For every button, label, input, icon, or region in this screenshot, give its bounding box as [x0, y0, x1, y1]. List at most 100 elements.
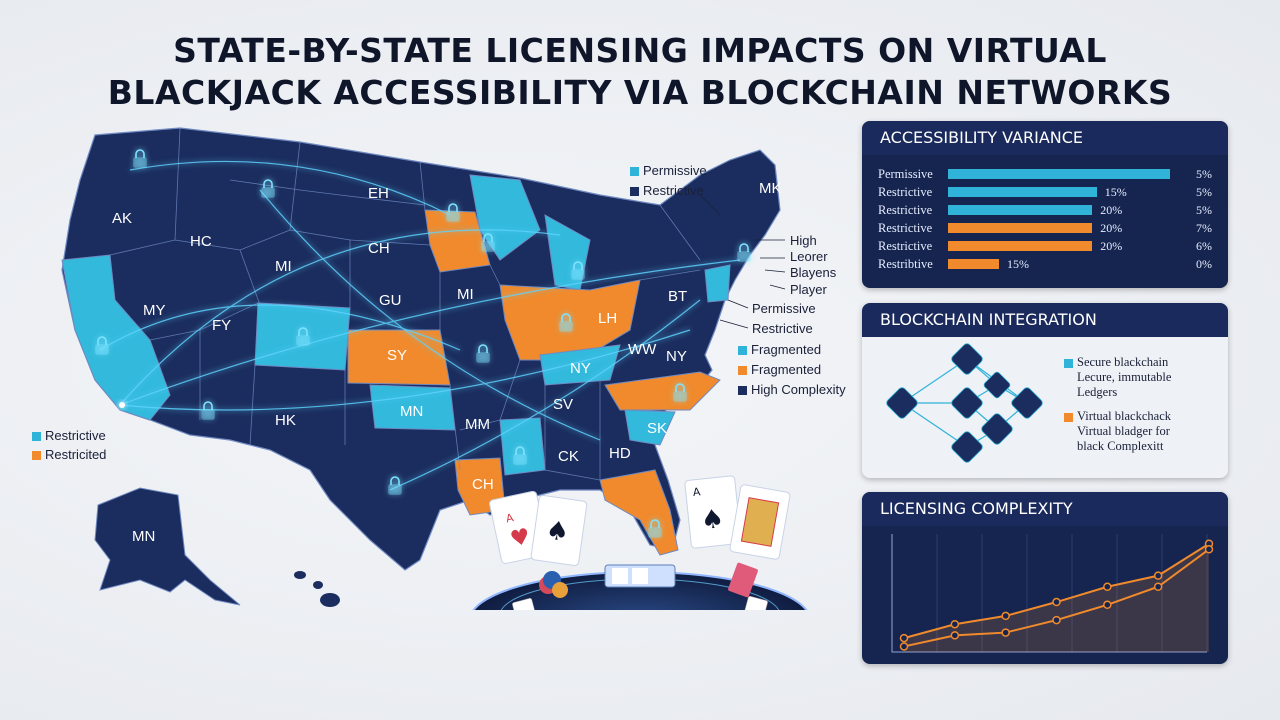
- state-code: NY: [666, 348, 687, 365]
- network-node: [119, 402, 125, 408]
- state-code: MI: [457, 286, 474, 303]
- bar: [948, 259, 1000, 269]
- data-point: [899, 642, 909, 651]
- data-point: [1204, 545, 1214, 554]
- state-code: SK: [647, 420, 668, 437]
- legend-right-permissive: Permissive: [752, 301, 816, 316]
- data-point: [1052, 597, 1061, 607]
- data-point: [1103, 600, 1112, 610]
- licensing-complexity-panel: LICENSING COMPLEXITY: [862, 492, 1228, 664]
- bar: [948, 187, 1097, 197]
- legend-label: Fragmented: [751, 362, 822, 377]
- state-code: SY: [387, 347, 408, 364]
- block-icon: [1011, 387, 1043, 419]
- state-code: MN: [400, 403, 424, 420]
- state-code: MY: [143, 302, 166, 319]
- state-code: MK: [759, 180, 782, 197]
- lock-icons: [95, 149, 751, 538]
- legend-right-fragmented-cyan: Fragmented: [738, 342, 821, 357]
- legend-right-high-complexity: High Complexity: [738, 382, 846, 397]
- callout-blayens: Blayens: [790, 265, 837, 280]
- callout-leorer: Leorer: [790, 249, 828, 264]
- state-code: HD: [609, 445, 631, 462]
- bar-label: Restrictive: [878, 239, 933, 253]
- accessibility-bar-row: Restrictive 15% 5%: [878, 184, 1218, 200]
- data-point: [1103, 582, 1112, 592]
- legend-label: Restricited: [45, 447, 107, 462]
- data-point: [1001, 611, 1010, 621]
- blockchain-diagram: [886, 343, 1043, 463]
- state-borders: [109, 127, 701, 481]
- bc-line: Secure blackchain: [1077, 355, 1169, 369]
- hawaii: [294, 571, 340, 607]
- region-kentucky: [539, 344, 621, 386]
- floating-cards: A ♥ ♠ A ♠: [489, 475, 791, 567]
- legend-label: High Complexity: [751, 382, 846, 397]
- bar-value: 5%: [1196, 167, 1212, 181]
- legend-swatch: [630, 167, 639, 177]
- accessibility-bar-row: Restrictive 20% 7%: [878, 220, 1218, 236]
- region-mississippi: [499, 417, 546, 476]
- bar-value: 0%: [1196, 257, 1212, 271]
- legend-left-restricited: Restricited: [32, 447, 106, 462]
- region-upper-midwest: [424, 209, 491, 273]
- title-line-2: BLACKJACK ACCESSIBILITY VIA BLOCKCHAIN N…: [107, 73, 1173, 112]
- state-code: EH: [368, 185, 389, 202]
- complexity-line-chart: [891, 534, 1214, 653]
- legend-swatch: [738, 366, 747, 376]
- network-lines: [99, 160, 741, 491]
- alaska: [94, 487, 241, 606]
- data-point: [1052, 615, 1061, 625]
- bar-label: Permissive: [878, 167, 933, 181]
- state-code: MI: [275, 258, 292, 275]
- data-point: [899, 633, 909, 643]
- bar-label: Restrictive: [878, 185, 933, 199]
- legend-swatch: [630, 187, 639, 197]
- legend-top-permissive: Permissive: [630, 163, 707, 178]
- legend-top-restrictive: Restrictive: [630, 183, 704, 198]
- svg-text:♠: ♠: [544, 515, 571, 548]
- legend-swatch: [1064, 358, 1073, 368]
- accessibility-bar-row: Restribtive 15% 0%: [878, 256, 1218, 272]
- us-map: A ♥ ♠ A ♠: [61, 127, 808, 610]
- state-code: SV: [553, 396, 574, 413]
- region-carolinas: [604, 371, 721, 411]
- blockchain-integration-panel: BLOCKCHAIN INTEGRATION Secure blackchain…: [862, 303, 1228, 478]
- data-point: [950, 631, 960, 640]
- legend-label: Fragmented: [751, 342, 822, 357]
- accessibility-bar-row: Permissive 5%: [878, 166, 1218, 182]
- legend-swatch: [738, 386, 747, 396]
- state-code: GU: [379, 292, 402, 309]
- block-icon: [951, 387, 983, 419]
- bar: [948, 205, 1093, 215]
- accessibility-bar-row: Restrictive 20% 6%: [878, 238, 1218, 254]
- region-northeast: [704, 264, 731, 303]
- state-code: CK: [558, 448, 579, 465]
- block-icon: [951, 343, 983, 375]
- accessibility-bar-row: Restrictive 20% 5%: [878, 202, 1218, 218]
- state-code: FY: [212, 317, 232, 334]
- panel-heading: ACCESSIBILITY VARIANCE: [862, 121, 1228, 155]
- svg-text:♠: ♠: [699, 504, 725, 536]
- block-icon: [951, 431, 983, 463]
- legend-label: Restrictive: [643, 183, 704, 198]
- legend-swatch: [32, 451, 41, 461]
- state-code: MM: [465, 416, 490, 433]
- data-point: [1153, 582, 1163, 592]
- region-south-carolina: [624, 409, 676, 446]
- bar-percent: 20%: [1100, 203, 1123, 217]
- legend-swatch: [32, 432, 41, 442]
- bc-line: Ledgers: [1077, 385, 1118, 399]
- blackjack-table: [472, 562, 808, 610]
- panel-heading: BLOCKCHAIN INTEGRATION: [862, 303, 1228, 337]
- data-point: [1001, 628, 1010, 637]
- legend-swatch: [738, 346, 747, 356]
- block-icon: [886, 387, 918, 419]
- callout-high: High: [790, 233, 817, 248]
- callout-lines: [699, 194, 786, 329]
- svg-text:A: A: [692, 485, 701, 499]
- state-code: MN: [132, 528, 156, 545]
- block-icon: [983, 371, 1011, 399]
- bar-value: 6%: [1196, 239, 1212, 253]
- state-code: CH: [368, 240, 390, 257]
